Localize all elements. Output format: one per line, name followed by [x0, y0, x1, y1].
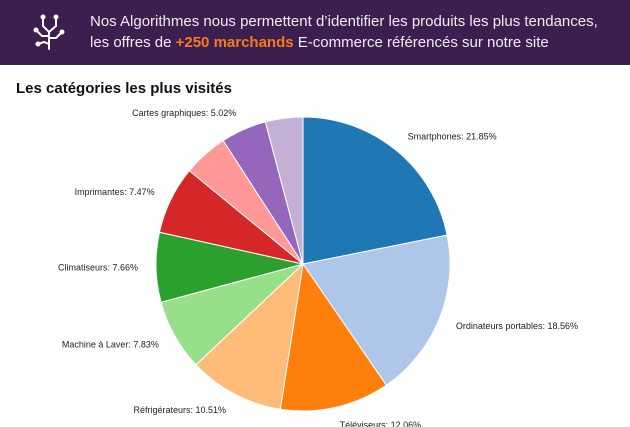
slice-label-7: Imprimantes: 7.47%: [75, 187, 155, 197]
slice-label-4: Réfrigérateurs: 10.51%: [133, 405, 226, 415]
pie-slice-4: [195, 262, 304, 410]
categories-pie-chart: Smartphones: 21.85% Ordinateurs portables…: [58, 108, 578, 427]
banner-text: Nos Algorithmes nous permettent d’identi…: [90, 11, 620, 53]
banner-text-after: E-commerce référencés sur notre site: [293, 34, 549, 51]
circuit-network-icon: [33, 14, 65, 50]
section-title: Les catégories les plus visités: [16, 80, 232, 97]
pie-slice-2: [302, 234, 451, 386]
slice-label-2: Ordinateurs portables: 18.56%: [456, 321, 578, 331]
pie-slice-3: [279, 262, 388, 412]
header-banner: Nos Algorithmes nous permettent d’identi…: [0, 0, 630, 65]
slice-label-9: Cartes graphiques: 5.02%: [132, 108, 236, 118]
banner-text-before: Nos Algorithmes nous permettent d’identi…: [90, 13, 598, 51]
slice-label-1: Smartphones: 21.85%: [408, 131, 497, 141]
pie-slice-1: [302, 116, 448, 265]
banner-highlight: +250 marchands: [175, 34, 294, 51]
pie-slice-10: [264, 116, 304, 265]
slice-label-5: Machine à Laver: 7.83%: [62, 339, 159, 349]
slice-label-6: Climatiseurs: 7.66%: [58, 263, 138, 273]
slice-label-3: Téléviseurs: 12.06%: [340, 420, 422, 427]
